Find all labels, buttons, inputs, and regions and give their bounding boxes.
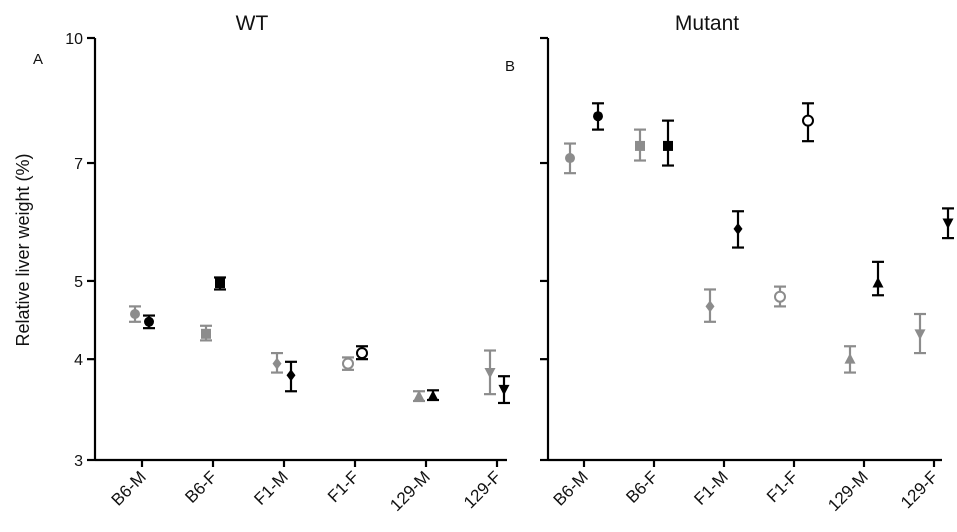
panel-b-title: Mutant — [675, 12, 739, 35]
y-axis-label: Relative liver weight (%) — [13, 153, 33, 346]
panel-b-label: B — [505, 58, 515, 75]
data-point — [427, 390, 439, 401]
data-point — [705, 300, 715, 313]
data-point — [914, 329, 926, 340]
x-category-label: B6-M — [108, 467, 150, 509]
x-category-label: 129-M — [824, 467, 872, 515]
data-point — [844, 353, 856, 364]
panel-a-label: A — [33, 51, 43, 68]
data-point — [484, 368, 496, 379]
data-point — [356, 347, 368, 360]
data-point — [286, 369, 296, 382]
data-point — [130, 309, 140, 320]
y-tick-label: 5 — [74, 274, 83, 291]
data-point — [802, 114, 814, 127]
y-tick-label: 3 — [74, 453, 83, 470]
x-category-label: B6-M — [550, 467, 592, 509]
data-point — [593, 111, 603, 122]
data-point — [272, 357, 282, 370]
data-point — [774, 290, 786, 303]
data-point — [413, 390, 425, 401]
x-category-label: F1-F — [763, 467, 802, 506]
y-tick-label: 4 — [74, 352, 83, 369]
panel-a-plot: 3 4 5 7 10 B6-M B6-F F1-M F1-F 129-M 129-F — [65, 31, 510, 515]
data-point — [635, 140, 645, 151]
data-point — [342, 357, 354, 370]
data-point — [565, 153, 575, 164]
x-category-label: B6-F — [622, 467, 661, 506]
x-category-label: B6-F — [181, 467, 220, 506]
x-category-label: F1-F — [324, 467, 363, 506]
x-category-label: F1-M — [250, 467, 291, 508]
panel-a-title: WT — [236, 12, 269, 35]
x-category-label: F1-M — [690, 467, 731, 508]
y-tick-label: 10 — [65, 31, 83, 48]
data-point — [215, 278, 225, 289]
y-tick-label: 7 — [74, 156, 83, 173]
data-point — [942, 218, 954, 229]
x-category-label: 129-F — [460, 467, 505, 512]
data-point — [201, 328, 211, 339]
data-point — [498, 384, 510, 396]
data-point — [663, 140, 673, 151]
data-point — [144, 316, 154, 327]
data-point — [733, 222, 743, 235]
x-category-label: 129-F — [897, 467, 942, 512]
x-category-label: 129-M — [386, 467, 434, 515]
panel-b-plot: B6-M B6-F F1-M F1-F 129-M 129-F — [540, 36, 954, 515]
data-point — [872, 277, 884, 288]
